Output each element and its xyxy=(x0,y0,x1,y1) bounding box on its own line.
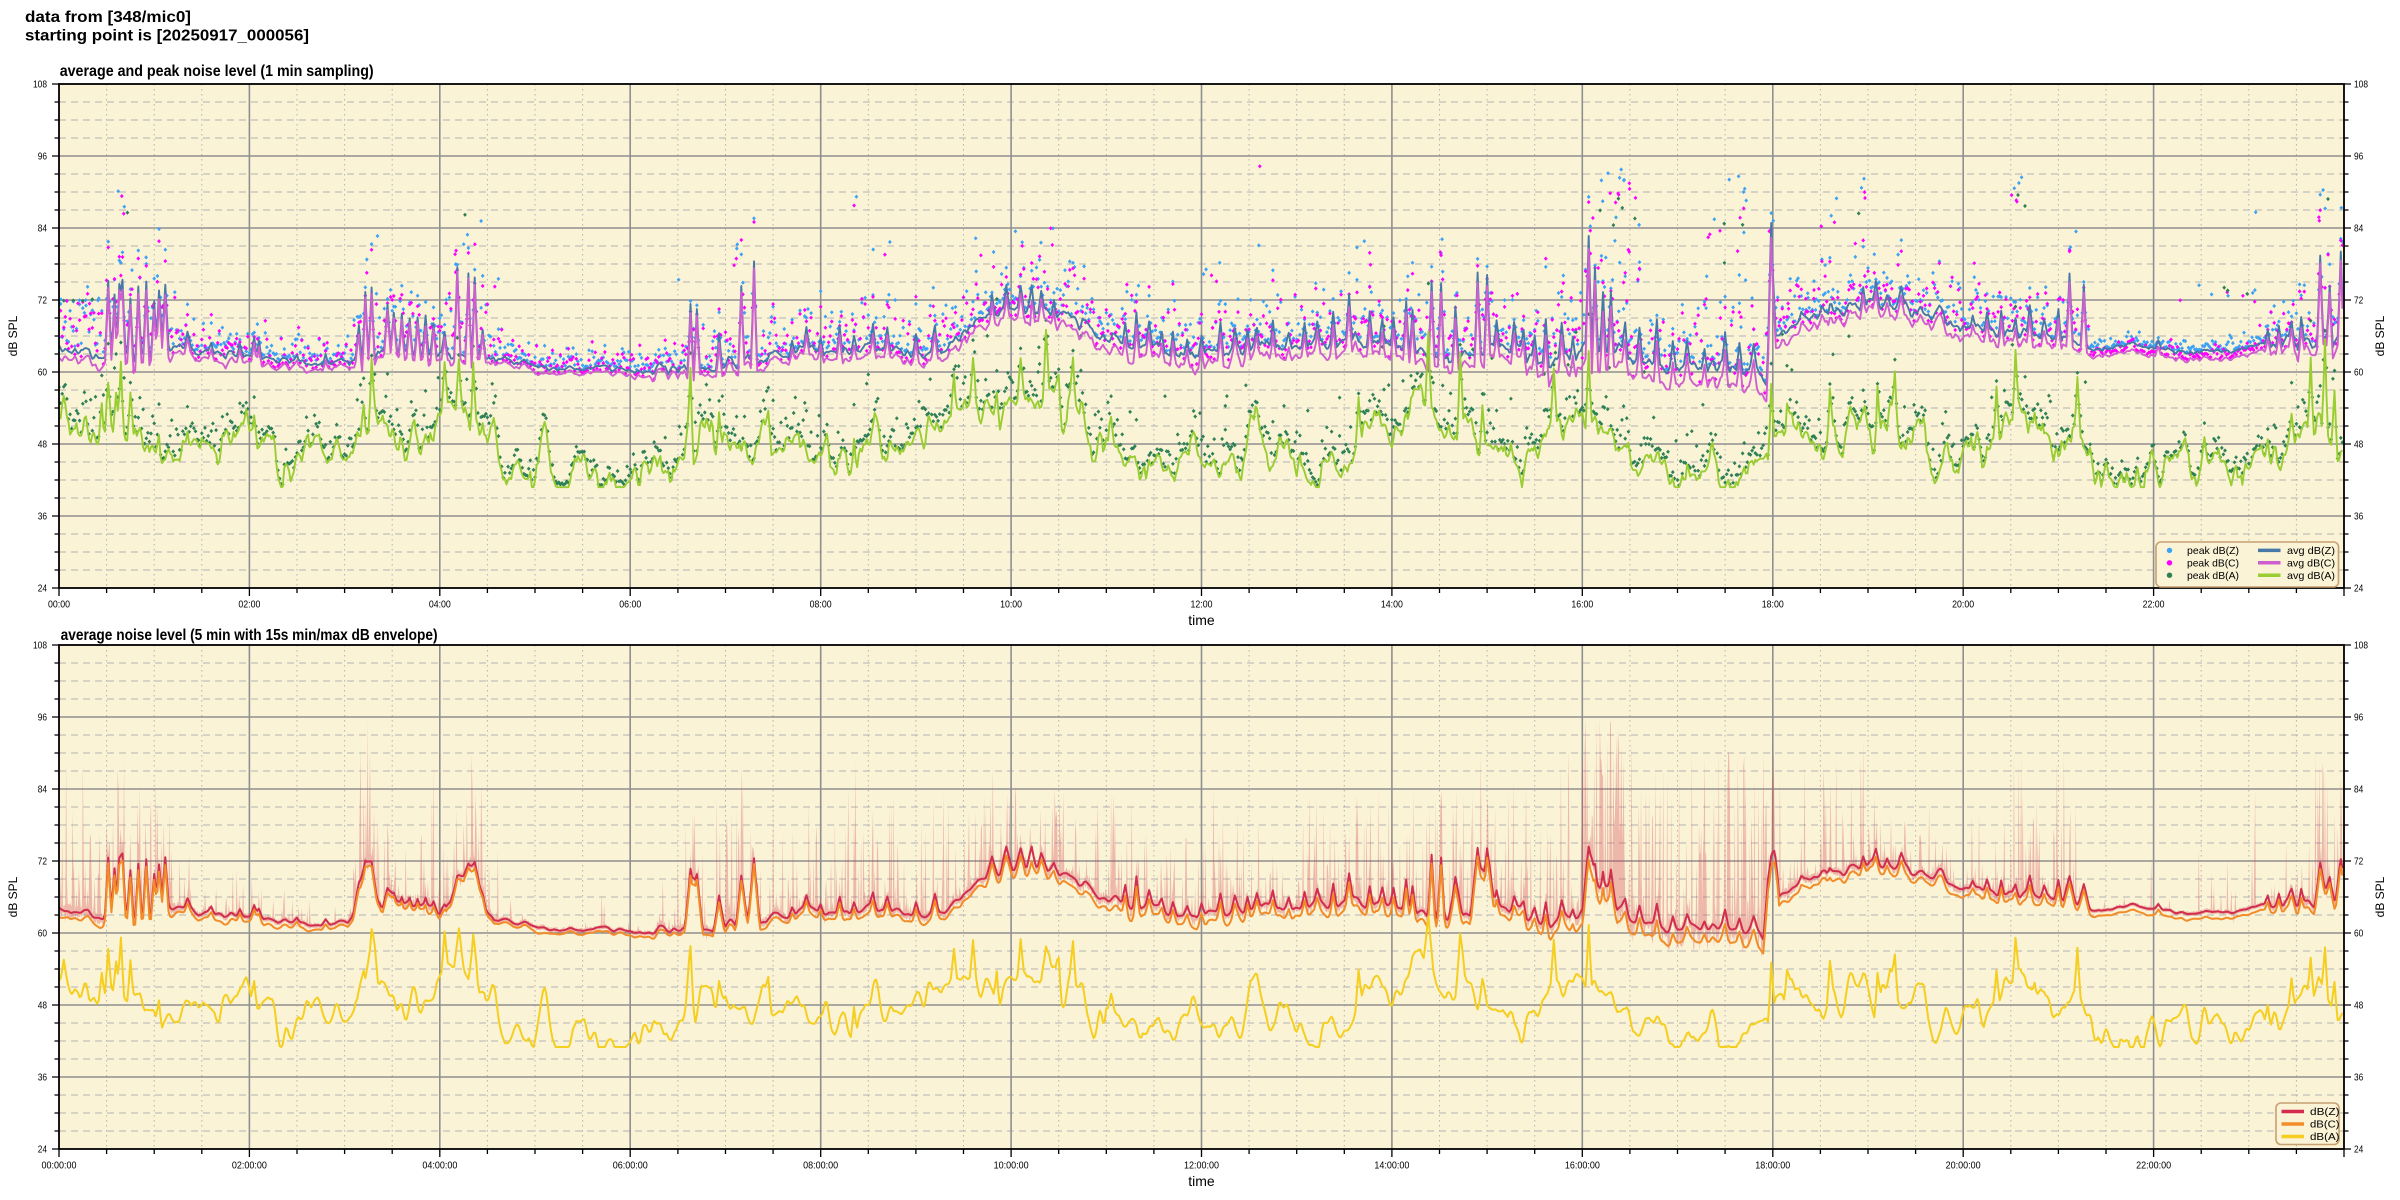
svg-text:peak dB(C): peak dB(C) xyxy=(2187,558,2239,570)
svg-text:12:00:00: 12:00:00 xyxy=(1184,1160,1219,1172)
svg-text:peak dB(A): peak dB(A) xyxy=(2187,570,2239,582)
svg-text:48: 48 xyxy=(2354,1000,2363,1012)
svg-text:dB(C): dB(C) xyxy=(2310,1119,2340,1131)
svg-text:08:00:00: 08:00:00 xyxy=(803,1160,838,1172)
svg-text:48: 48 xyxy=(38,1000,47,1012)
svg-text:average noise level (5 min wit: average noise level (5 min with 15s min/… xyxy=(61,627,438,644)
svg-text:04:00: 04:00 xyxy=(429,599,451,611)
svg-text:06:00:00: 06:00:00 xyxy=(613,1160,648,1172)
svg-text:24: 24 xyxy=(2354,1144,2363,1156)
svg-text:60: 60 xyxy=(38,367,47,379)
svg-text:14:00: 14:00 xyxy=(1381,599,1403,611)
svg-text:16:00: 16:00 xyxy=(1571,599,1593,611)
svg-text:18:00: 18:00 xyxy=(1762,599,1784,611)
svg-text:02:00:00: 02:00:00 xyxy=(232,1160,267,1172)
svg-text:60: 60 xyxy=(2354,928,2363,940)
svg-text:108: 108 xyxy=(2354,79,2368,91)
svg-text:108: 108 xyxy=(33,79,47,91)
svg-text:72: 72 xyxy=(2354,295,2363,307)
svg-text:20:00: 20:00 xyxy=(1952,599,1974,611)
svg-text:96: 96 xyxy=(38,151,47,163)
svg-text:peak dB(Z): peak dB(Z) xyxy=(2187,545,2239,557)
svg-text:dB SPL: dB SPL xyxy=(2373,876,2387,917)
svg-text:60: 60 xyxy=(2354,367,2363,379)
svg-text:time: time xyxy=(1188,1173,1215,1189)
svg-text:16:00:00: 16:00:00 xyxy=(1565,1160,1600,1172)
svg-text:18:00:00: 18:00:00 xyxy=(1755,1160,1790,1172)
svg-text:48: 48 xyxy=(38,439,47,451)
svg-text:10:00:00: 10:00:00 xyxy=(994,1160,1029,1172)
svg-text:96: 96 xyxy=(2354,712,2363,724)
svg-text:36: 36 xyxy=(38,1072,47,1084)
svg-text:avg dB(C): avg dB(C) xyxy=(2287,558,2335,570)
svg-text:starting point is [20250917_00: starting point is [20250917_000056] xyxy=(25,28,309,45)
svg-text:avg dB(Z): avg dB(Z) xyxy=(2287,545,2335,557)
svg-text:data from [348/mic0]: data from [348/mic0] xyxy=(25,9,191,26)
svg-text:00:00:00: 00:00:00 xyxy=(42,1160,77,1172)
svg-text:48: 48 xyxy=(2354,439,2363,451)
svg-text:06:00: 06:00 xyxy=(619,599,641,611)
svg-text:96: 96 xyxy=(38,712,47,724)
svg-text:14:00:00: 14:00:00 xyxy=(1374,1160,1409,1172)
svg-text:22:00: 22:00 xyxy=(2143,599,2165,611)
svg-text:12:00: 12:00 xyxy=(1191,599,1213,611)
svg-text:84: 84 xyxy=(2354,223,2363,235)
svg-text:60: 60 xyxy=(38,928,47,940)
svg-text:108: 108 xyxy=(2354,640,2368,652)
svg-text:time: time xyxy=(1188,612,1215,628)
svg-text:36: 36 xyxy=(38,511,47,523)
svg-text:08:00: 08:00 xyxy=(810,599,832,611)
svg-text:72: 72 xyxy=(38,295,47,307)
svg-text:96: 96 xyxy=(2354,151,2363,163)
svg-text:24: 24 xyxy=(2354,583,2363,595)
svg-text:00:00: 00:00 xyxy=(48,599,70,611)
svg-text:dB SPL: dB SPL xyxy=(6,876,20,917)
svg-text:24: 24 xyxy=(38,583,47,595)
svg-text:84: 84 xyxy=(2354,784,2363,796)
svg-text:36: 36 xyxy=(2354,1072,2363,1084)
svg-text:dB SPL: dB SPL xyxy=(2373,315,2387,356)
svg-text:108: 108 xyxy=(33,640,47,652)
svg-text:36: 36 xyxy=(2354,511,2363,523)
svg-text:72: 72 xyxy=(2354,856,2363,868)
svg-text:dB(Z): dB(Z) xyxy=(2310,1106,2340,1118)
svg-text:10:00: 10:00 xyxy=(1000,599,1022,611)
svg-text:dB(A): dB(A) xyxy=(2310,1131,2340,1143)
svg-text:84: 84 xyxy=(38,784,47,796)
svg-text:22:00:00: 22:00:00 xyxy=(2136,1160,2171,1172)
svg-text:04:00:00: 04:00:00 xyxy=(422,1160,457,1172)
svg-text:02:00: 02:00 xyxy=(238,599,260,611)
svg-text:24: 24 xyxy=(38,1144,47,1156)
svg-text:dB SPL: dB SPL xyxy=(6,315,20,356)
svg-text:avg dB(A): avg dB(A) xyxy=(2287,570,2335,582)
svg-text:84: 84 xyxy=(38,223,47,235)
svg-text:72: 72 xyxy=(38,856,47,868)
svg-text:average and peak noise level (: average and peak noise level (1 min samp… xyxy=(60,63,374,80)
svg-text:20:00:00: 20:00:00 xyxy=(1946,1160,1981,1172)
